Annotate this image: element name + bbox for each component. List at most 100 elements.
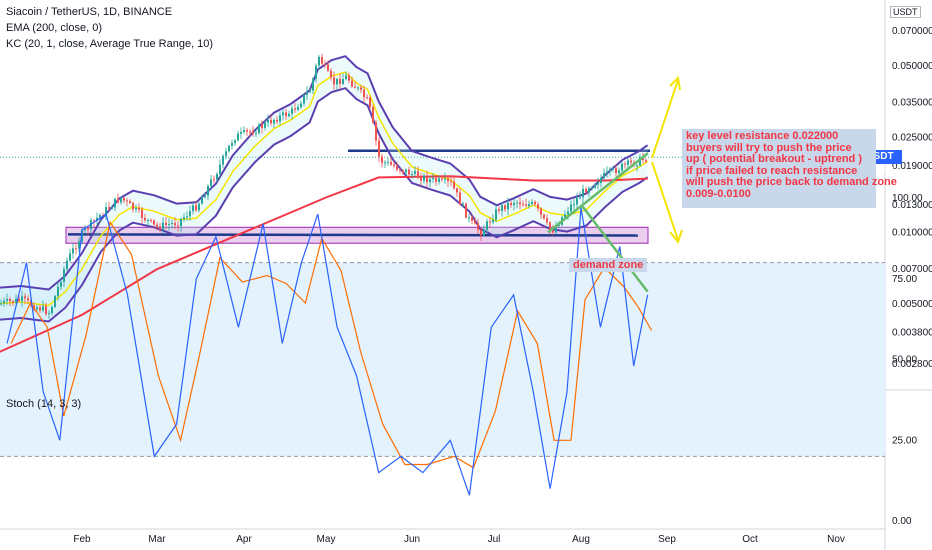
candle-body (120, 197, 122, 203)
candle-body (66, 260, 68, 270)
candle-body (93, 220, 95, 222)
candle-body (471, 217, 473, 221)
candle-body (237, 133, 239, 141)
candle-body (144, 217, 146, 221)
candle-body (324, 63, 326, 65)
candle-body (180, 219, 182, 227)
candle-body (42, 306, 44, 311)
candle-body (378, 140, 380, 157)
candle-body (405, 169, 407, 173)
candle-body (102, 214, 104, 216)
candle-body (495, 209, 497, 220)
time-tick-label: May (317, 534, 336, 545)
candle-body (582, 188, 584, 198)
candle-body (396, 166, 398, 170)
candle-body (543, 214, 545, 219)
candle-body (246, 130, 248, 132)
candle-body (624, 163, 626, 165)
candle-body (333, 77, 335, 85)
projection-arrow-up (651, 79, 679, 159)
candle-body (507, 202, 509, 210)
candle-body (60, 281, 62, 287)
candle-body (366, 97, 368, 99)
ascending-trendline (547, 152, 649, 234)
candle-body (84, 228, 86, 231)
candle-body (606, 171, 608, 174)
candle-body (150, 219, 152, 221)
currency-label: USDT (890, 6, 921, 18)
candle-body (600, 178, 602, 183)
candle-body (315, 65, 317, 79)
candle-body (57, 286, 59, 297)
candle-body (186, 216, 188, 218)
candle-body (528, 203, 530, 206)
kc-middle (0, 71, 649, 307)
candle-body (48, 313, 50, 315)
candle-body (645, 160, 647, 162)
candle-body (336, 78, 338, 85)
time-tick-label: Nov (827, 534, 845, 545)
candle-body (441, 178, 443, 180)
candle-body (420, 177, 422, 181)
candle-body (519, 202, 521, 205)
candle-body (453, 181, 455, 189)
candle-body (621, 163, 623, 171)
price-tick-label: 0.013000 (892, 200, 932, 211)
price-tick-label: 0.002800 (892, 359, 932, 370)
candle-body (39, 307, 41, 311)
candle-body (327, 64, 329, 71)
candle-body (63, 269, 65, 282)
candle-body (18, 298, 20, 301)
candle-body (501, 205, 503, 212)
candle-body (468, 217, 470, 219)
candle-body (270, 119, 272, 124)
candle-body (228, 145, 230, 152)
price-tick-label: 0.025000 (892, 133, 932, 144)
time-tick-label: Jun (404, 534, 420, 545)
stoch-divergence-line (580, 203, 649, 293)
candle-body (615, 168, 617, 174)
candle-body (159, 226, 161, 230)
candle-body (156, 224, 158, 227)
candle-body (75, 248, 77, 250)
candle-body (585, 188, 587, 193)
candle-body (27, 298, 29, 301)
candle-body (564, 214, 566, 218)
candle-body (15, 298, 17, 303)
candle-body (162, 222, 164, 230)
stoch-band (0, 262, 885, 457)
price-tick-label: 0.035000 (892, 98, 932, 109)
candle-body (303, 94, 305, 104)
candle-body (399, 169, 401, 171)
candle-body (78, 241, 80, 249)
candle-body (525, 204, 527, 206)
candle-body (36, 307, 38, 310)
candle-body (234, 140, 236, 144)
candle-body (273, 119, 275, 124)
stoch-tick-label: 50.00 (892, 355, 917, 366)
candle-body (69, 253, 71, 261)
candle-body (309, 90, 311, 93)
candle-body (243, 130, 245, 132)
candle-body (177, 225, 179, 227)
candle-body (21, 296, 23, 301)
candle-body (72, 248, 74, 254)
candle-body (135, 207, 137, 210)
candle-body (360, 87, 362, 90)
candle-body (426, 175, 428, 183)
candle-body (483, 229, 485, 236)
stoch-d-line (10, 220, 653, 469)
candle-body (516, 202, 518, 204)
candle-body (171, 222, 173, 224)
candle-body (351, 80, 353, 87)
candle-body (147, 219, 149, 221)
candle-body (321, 56, 323, 64)
annotation-line: up ( potential breakout - uptrend ) (686, 153, 862, 166)
demand-zone-label: demand zone (569, 258, 648, 272)
candle-body (639, 157, 641, 166)
candle-body (105, 207, 107, 216)
candle-body (414, 171, 416, 174)
candle-body (381, 156, 383, 163)
candle-body (534, 201, 536, 205)
